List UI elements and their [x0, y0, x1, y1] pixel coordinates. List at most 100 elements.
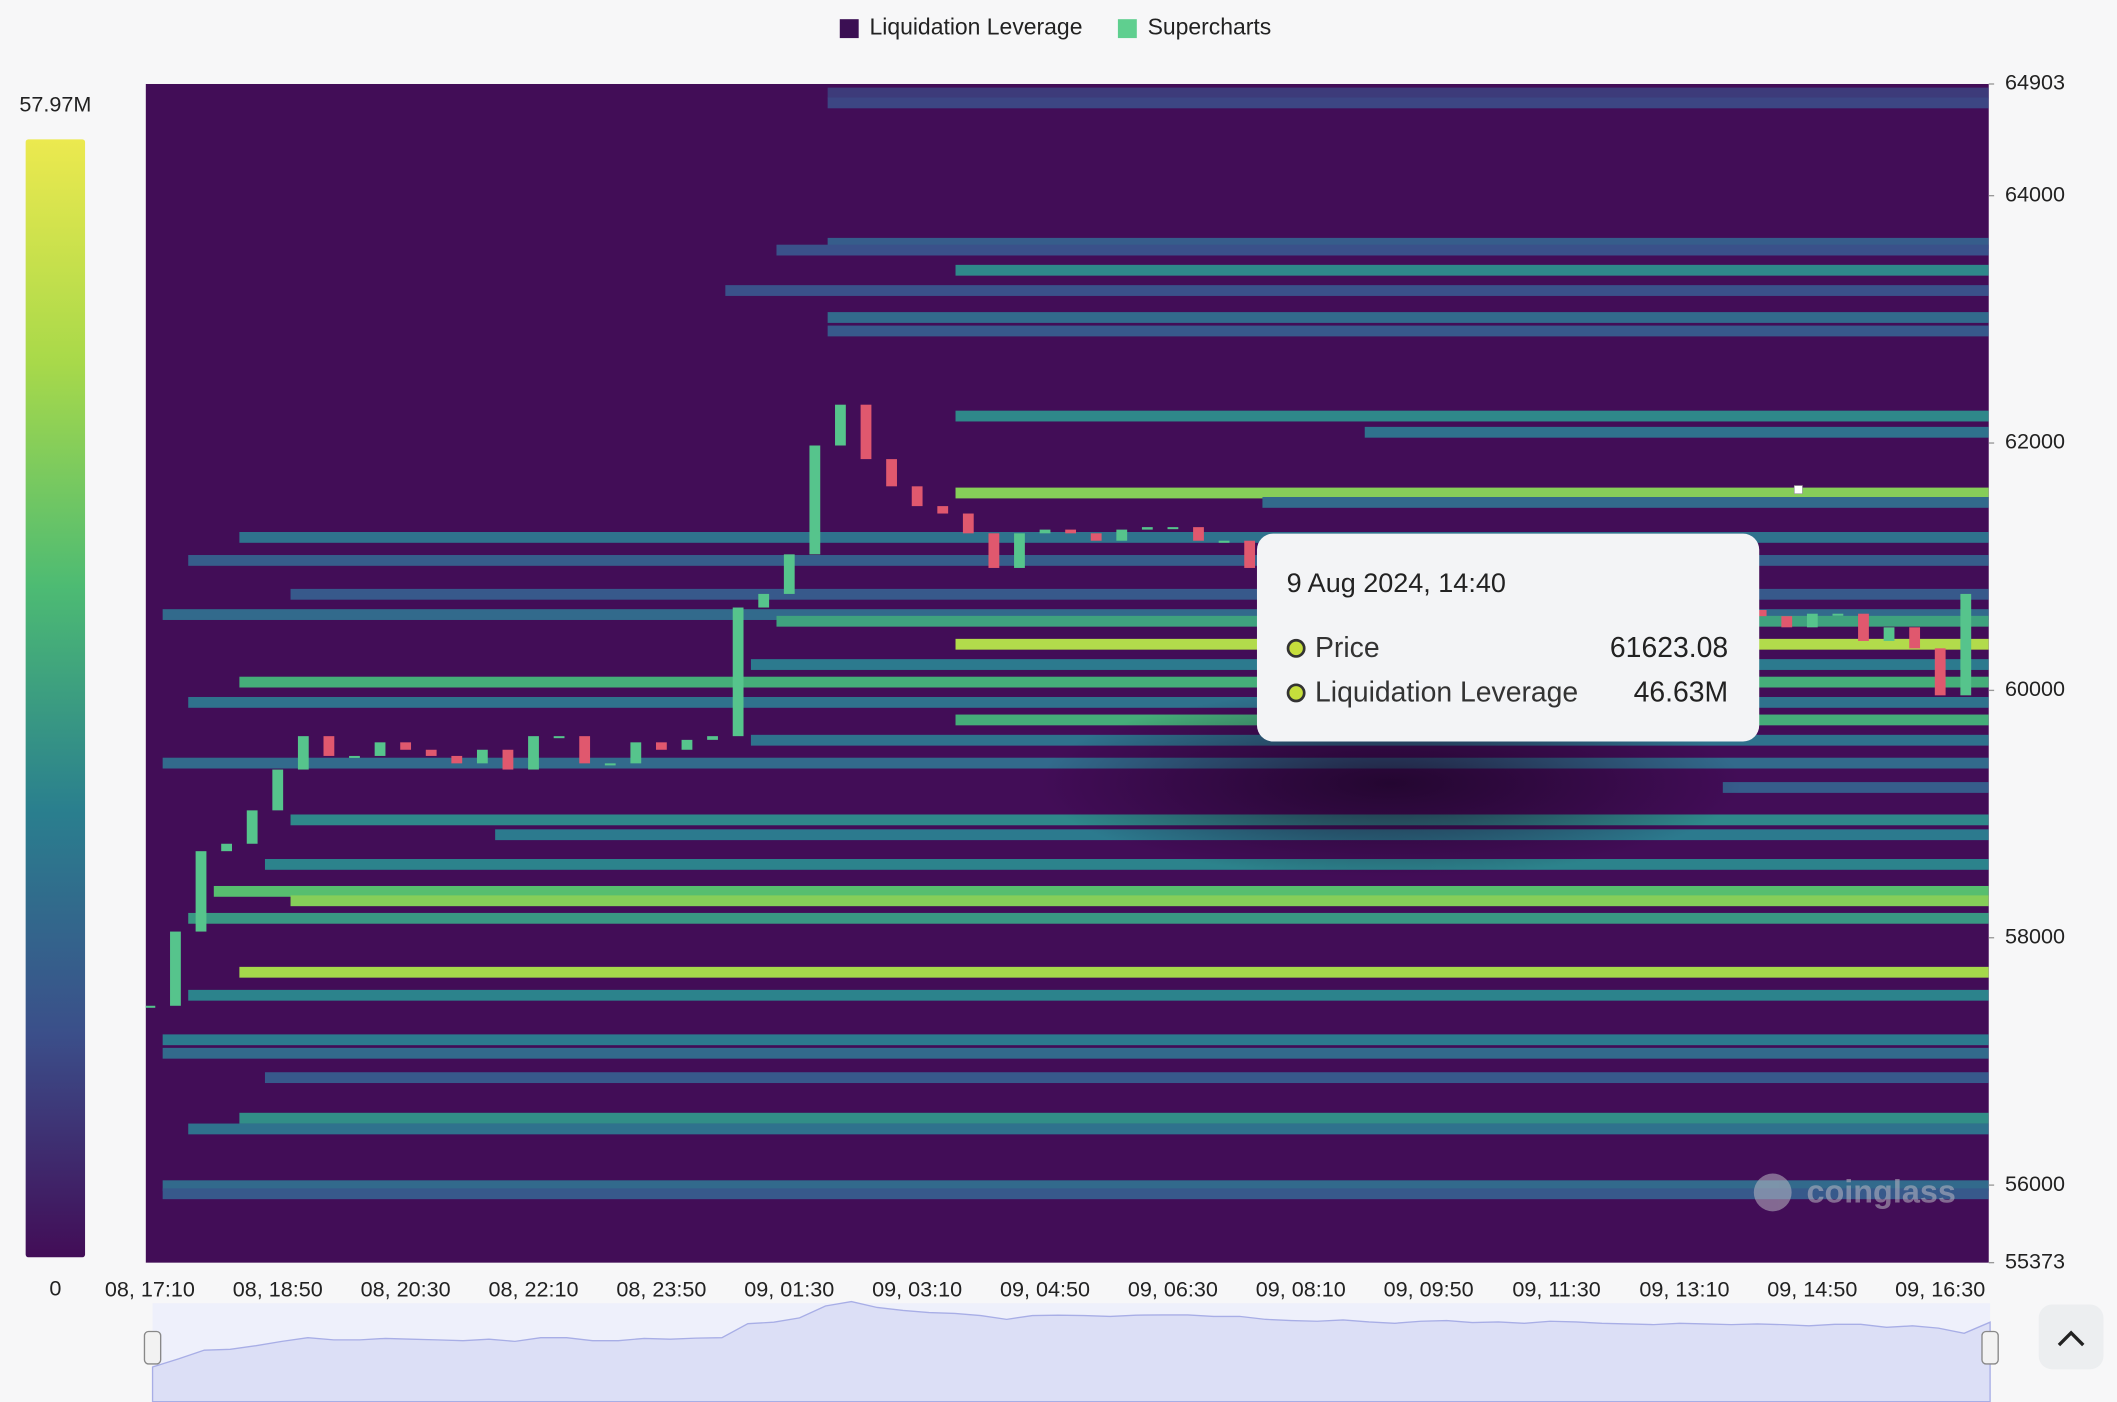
- candle: [195, 851, 207, 932]
- candle: [502, 749, 514, 770]
- scroll-top-icon: [2057, 1330, 2085, 1347]
- legend-label[interactable]: Liquidation Leverage: [869, 14, 1082, 40]
- navigator-handle[interactable]: [143, 1330, 162, 1365]
- x-tick-label: 08, 18:50: [233, 1277, 323, 1302]
- candle: [1858, 613, 1869, 641]
- liquidation-band: [1262, 496, 1989, 508]
- colorbar: [25, 139, 86, 1258]
- x-tick-label: 09, 09:50: [1384, 1277, 1474, 1302]
- y-tick-label: 62000: [2005, 429, 2065, 454]
- candle: [1116, 529, 1128, 541]
- candle: [707, 736, 718, 740]
- x-tick-label: 09, 01:30: [744, 1277, 834, 1302]
- candle: [1934, 648, 1946, 696]
- candle: [476, 749, 488, 764]
- liquidation-band: [290, 588, 1989, 600]
- tooltip-value: 46.63M: [1634, 677, 1729, 709]
- candle: [1781, 616, 1793, 628]
- liquidation-band: [188, 1123, 1989, 1135]
- candle: [630, 742, 642, 764]
- candle: [1167, 527, 1179, 530]
- candle: [425, 749, 437, 756]
- candle: [809, 445, 821, 555]
- legend-label[interactable]: Supercharts: [1148, 14, 1272, 40]
- liquidation-band: [955, 487, 1989, 499]
- tooltip-bullet: [1286, 638, 1306, 658]
- liquidation-band: [955, 410, 1989, 422]
- candle: [860, 404, 872, 460]
- y-tick-label: 58000: [2005, 923, 2065, 948]
- liquidation-band: [162, 1188, 1989, 1200]
- y-tick-label: 64000: [2005, 181, 2065, 206]
- candle: [579, 736, 591, 764]
- hover-marker: [1793, 485, 1803, 495]
- x-tick-label: 09, 13:10: [1639, 1277, 1729, 1302]
- navigator: [143, 1300, 1999, 1402]
- watermark-text: coinglass: [1806, 1173, 1955, 1209]
- candle: [1755, 609, 1767, 617]
- liquidation-band: [290, 895, 1989, 907]
- liquidation-band: [264, 1072, 1989, 1084]
- candle: [1090, 533, 1102, 541]
- liquidation-band: [827, 87, 1989, 99]
- liquidation-band: [188, 555, 1989, 566]
- candle: [988, 533, 1000, 568]
- liquidation-band: [776, 244, 1989, 256]
- legend: Liquidation Leverage Supercharts: [839, 14, 1272, 40]
- liquidation-band: [827, 97, 1989, 109]
- candle: [170, 931, 181, 1006]
- candle: [886, 459, 897, 487]
- liquidation-band: [188, 912, 1989, 924]
- x-tick-label: 09, 11:30: [1512, 1277, 1600, 1302]
- watermark-icon: [1753, 1173, 1792, 1212]
- liquidation-band: [162, 1034, 1989, 1046]
- legend-swatch: [1117, 19, 1137, 39]
- colorbar-min-label: 0: [49, 1275, 61, 1300]
- navigator-handle[interactable]: [1981, 1330, 1999, 1365]
- candle: [145, 1005, 156, 1008]
- candle: [323, 736, 335, 756]
- x-tick-label: 09, 04:50: [1000, 1277, 1090, 1302]
- candle: [400, 742, 412, 750]
- candle: [937, 506, 949, 514]
- liquidation-band: [239, 531, 1989, 543]
- tooltip: 9 Aug 2024, 14:40 Price 61623.08 Liquida…: [1256, 533, 1760, 742]
- x-tick-label: 09, 03:10: [872, 1277, 962, 1302]
- tooltip-label: Liquidation Leverage: [1315, 677, 1578, 709]
- liquidation-band: [188, 696, 1989, 708]
- candle: [655, 742, 667, 750]
- liquidation-band: [955, 264, 1989, 276]
- liquidation-band: [827, 312, 1989, 323]
- tooltip-bullet: [1286, 683, 1306, 703]
- candle: [911, 486, 923, 507]
- liquidation-band: [1364, 426, 1989, 438]
- liquidation-band: [725, 285, 1989, 296]
- candle: [246, 810, 258, 844]
- candle: [681, 739, 693, 750]
- scroll-top-button[interactable]: [2038, 1304, 2104, 1370]
- colorbar-max-label: 57.97M: [19, 91, 91, 116]
- candle: [1806, 613, 1818, 628]
- candle: [1039, 529, 1051, 534]
- x-tick-label: 08, 22:10: [488, 1277, 578, 1302]
- liquidation-band: [827, 325, 1989, 337]
- tooltip-value: 61623.08: [1610, 632, 1728, 664]
- liquidation-band: [264, 859, 1989, 870]
- candle: [1014, 533, 1025, 568]
- x-tick-label: 09, 16:30: [1895, 1277, 1985, 1302]
- liquidation-band: [239, 676, 1989, 688]
- x-tick-label: 08, 17:10: [105, 1277, 195, 1302]
- liquidation-band: [239, 1112, 1989, 1124]
- liquidation-band: [188, 989, 1989, 1001]
- x-tick-label: 09, 08:10: [1256, 1277, 1346, 1302]
- y-tick-label: 60000: [2005, 676, 2065, 701]
- x-tick-label: 09, 14:50: [1767, 1277, 1857, 1302]
- candle: [1065, 529, 1077, 534]
- y-tick-label: 56000: [2005, 1171, 2065, 1196]
- y-tick-label: 64903: [2005, 70, 2065, 95]
- candle: [272, 769, 284, 811]
- candle: [604, 763, 616, 766]
- candle: [783, 554, 795, 594]
- x-tick-label: 09, 06:30: [1128, 1277, 1218, 1302]
